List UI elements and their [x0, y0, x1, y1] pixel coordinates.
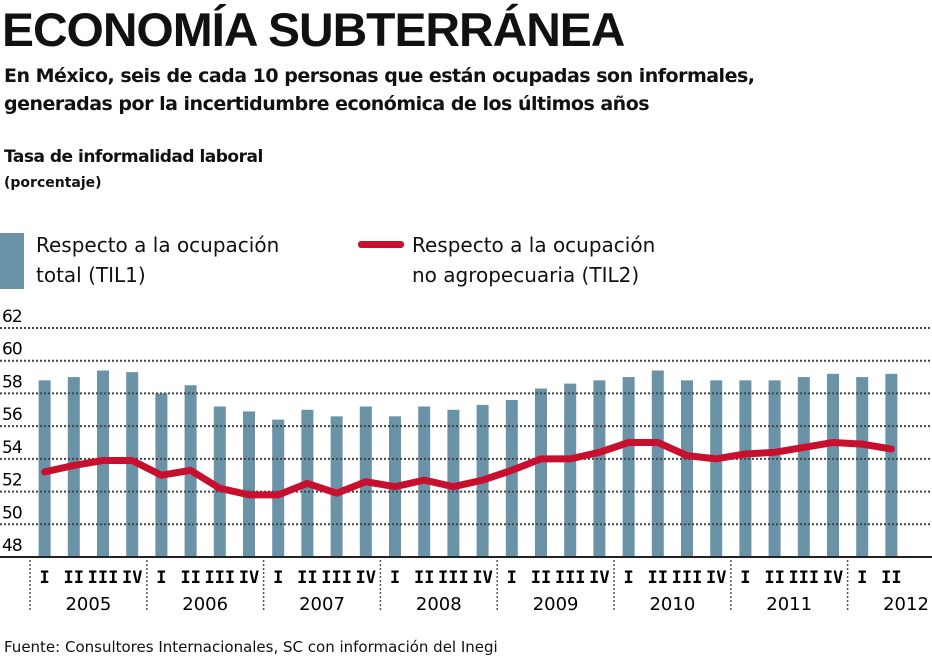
- quarter-label: I: [390, 568, 400, 588]
- quarter-label: I: [273, 568, 283, 588]
- quarter-label: II: [764, 568, 784, 588]
- bar-til1: [243, 411, 255, 557]
- bar-til1: [564, 383, 577, 557]
- quarter-label: III: [672, 568, 703, 588]
- legend-til2-line-1: Respecto a la ocupación: [412, 233, 656, 257]
- quarter-label: III: [88, 568, 119, 588]
- bar-til1: [651, 370, 664, 557]
- year-label: 2012: [883, 594, 929, 615]
- quarter-label: IV: [122, 568, 142, 588]
- quarter-label: II: [297, 568, 317, 588]
- quarter-label: I: [156, 568, 166, 588]
- quarter-label: II: [64, 568, 84, 588]
- quarter-label: IV: [706, 568, 726, 588]
- bar-til1: [535, 388, 547, 557]
- bar-til1: [856, 377, 869, 557]
- y-tick-label: 50: [2, 503, 22, 523]
- legend-label-til2: Respecto a la ocupación no agropecuaria …: [412, 230, 655, 290]
- quarter-label: I: [623, 568, 633, 588]
- quarter-label: III: [204, 568, 235, 588]
- legend-til1-line-1: Respecto a la ocupación: [36, 233, 280, 257]
- bar-til1: [827, 373, 839, 557]
- quarter-label: IV: [472, 568, 492, 588]
- quarter-label: III: [555, 568, 586, 588]
- quarter-label: III: [438, 568, 469, 588]
- y-tick-label: 54: [2, 438, 22, 458]
- bar-til1: [126, 372, 139, 557]
- chart-title: Tasa de informalidad laboral: [4, 147, 263, 167]
- year-label: 2005: [65, 594, 111, 615]
- year-label: 2008: [416, 594, 462, 615]
- quarter-label: II: [648, 568, 668, 588]
- chart-unit: (porcentaje): [4, 175, 102, 191]
- quarter-label: I: [507, 568, 517, 588]
- bar-til1: [272, 419, 285, 557]
- line-til2: [41, 439, 895, 499]
- year-label: 2006: [182, 594, 228, 615]
- quarter-label: I: [740, 568, 750, 588]
- bar-til1: [622, 377, 635, 557]
- bar-til1: [710, 380, 723, 557]
- quarter-label: II: [881, 568, 901, 588]
- quarter-label: I: [857, 568, 867, 588]
- quarter-label: IV: [589, 568, 609, 588]
- legend-swatch-til2: [358, 241, 404, 248]
- legend-til1-line-2: total (TIL1): [36, 263, 146, 287]
- y-tick-label: 48: [2, 536, 22, 556]
- legend-swatch-til1: [0, 233, 24, 289]
- quarter-label: III: [321, 568, 352, 588]
- subtitle-line-2: generadas por la incertidumbre económica…: [4, 93, 650, 115]
- quarter-label: IV: [239, 568, 259, 588]
- bar-til1: [797, 377, 810, 557]
- year-label: 2009: [533, 594, 579, 615]
- bar-til1: [681, 380, 693, 557]
- subtitle-line-1: En México, seis de cada 10 personas que …: [4, 65, 755, 87]
- bar-til1: [213, 406, 226, 557]
- bar-til1: [885, 373, 898, 557]
- subtitle: En México, seis de cada 10 personas que …: [4, 62, 755, 118]
- quarter-label: II: [531, 568, 551, 588]
- legend-label-til1: Respecto a la ocupación total (TIL1): [36, 230, 279, 290]
- year-label: 2010: [649, 594, 695, 615]
- bar-til1: [593, 380, 606, 557]
- y-tick-label: 56: [2, 405, 22, 425]
- y-tick-label: 58: [2, 372, 22, 392]
- legend-til2-line-2: no agropecuaria (TIL2): [412, 263, 640, 287]
- quarter-label: II: [180, 568, 200, 588]
- year-label: 2011: [766, 594, 812, 615]
- quarter-label: III: [788, 568, 819, 588]
- headline: ECONOMÍA SUBTERRÁNEA: [2, 3, 625, 56]
- y-tick-label: 60: [2, 340, 22, 360]
- quarter-label: IV: [823, 568, 843, 588]
- bar-til1: [330, 416, 343, 557]
- year-label: 2007: [299, 594, 345, 615]
- bar-til1: [505, 399, 518, 557]
- bar-til1: [768, 380, 781, 557]
- y-tick-label: 52: [2, 471, 22, 491]
- quarter-label: IV: [356, 568, 376, 588]
- y-tick-label: 62: [2, 307, 22, 327]
- source-note: Fuente: Consultores Internacionales, SC …: [4, 638, 498, 656]
- quarter-label: I: [39, 568, 49, 588]
- quarter-label: II: [414, 568, 434, 588]
- bar-til1: [739, 380, 752, 557]
